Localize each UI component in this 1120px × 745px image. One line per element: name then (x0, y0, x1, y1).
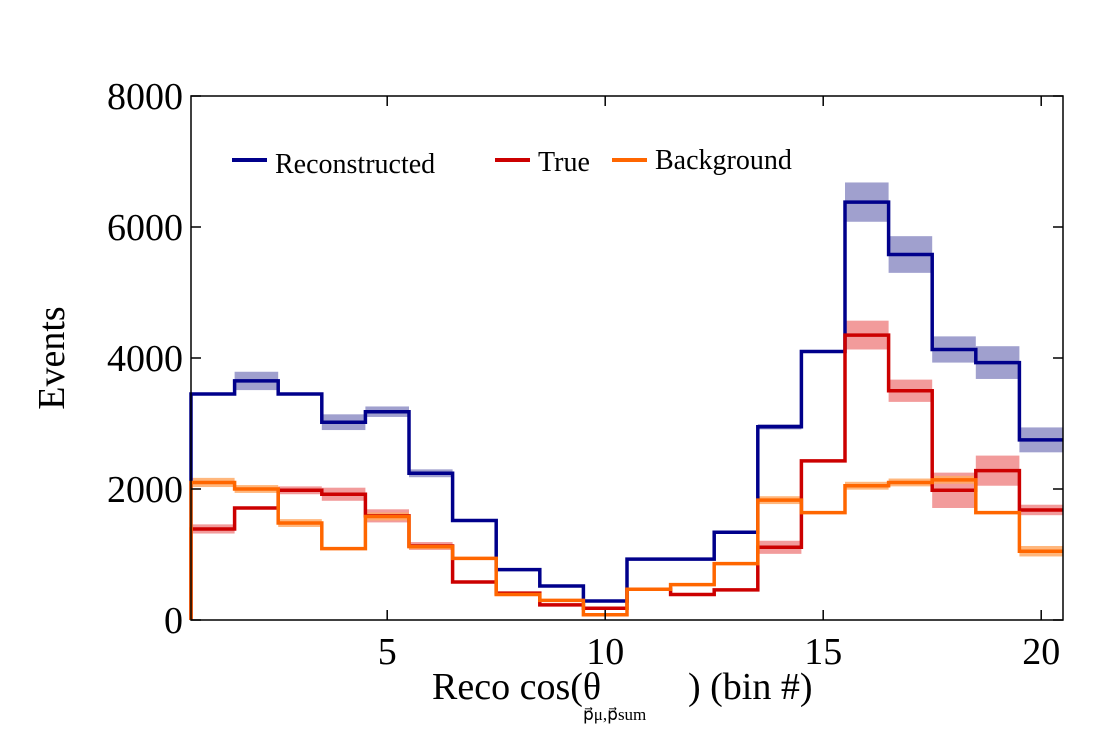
x-tick-label: 10 (586, 631, 624, 673)
x-tick-label: 15 (804, 631, 842, 673)
svg-text:Reco cos(θ: Reco cos(θ (432, 666, 601, 708)
background-series-line (189, 478, 1063, 620)
legend: Reconstructed True Background (232, 145, 792, 180)
axis-ticks: 5 10 15 20 0 2000 4000 6000 8000 (107, 76, 1063, 673)
series-lines (189, 200, 1063, 620)
x-tick-label: 5 (378, 631, 397, 673)
x-axis-title-main: Reco cos(θ (432, 666, 601, 708)
y-tick-label: 0 (164, 600, 183, 642)
y-tick-label: 6000 (107, 207, 183, 249)
x-axis-title-tail: ) (bin #) (688, 666, 813, 708)
reconstructed-series-line (189, 200, 1063, 620)
legend-label-background: Background (655, 145, 792, 176)
legend-label-reconstructed: Reconstructed (275, 149, 435, 180)
x-axis-title-subscript: p⃗μ,p⃗sum (583, 705, 646, 724)
uncertainty-bands (191, 182, 1063, 557)
legend-label-true: True (538, 147, 590, 178)
y-tick-label: 8000 (107, 76, 183, 118)
x-tick-label: 20 (1022, 631, 1060, 673)
y-axis-title: Events (31, 306, 73, 409)
x-axis-title: Reco cos(θ p⃗μ,p⃗sum ) (bin #) (432, 666, 813, 724)
y-tick-label: 2000 (107, 469, 183, 511)
y-tick-label: 4000 (107, 338, 183, 380)
